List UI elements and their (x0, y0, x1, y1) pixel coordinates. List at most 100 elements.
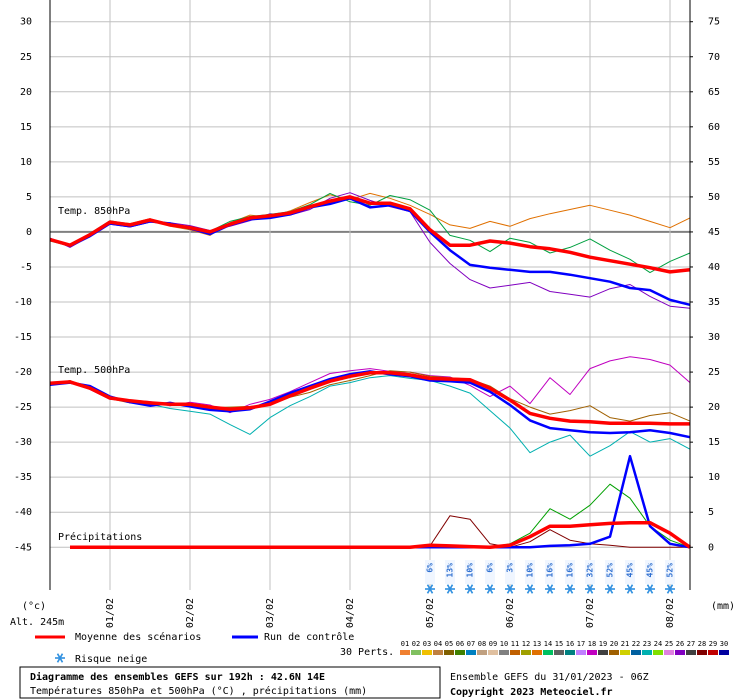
x-tick-label: 06/02 (505, 598, 516, 628)
snow-risk-label: 13% (446, 563, 455, 578)
mean-line (49, 195, 691, 274)
pert-swatch (543, 650, 553, 655)
y-tick-label: 20 (20, 87, 32, 98)
pert-label: 30 (720, 640, 728, 648)
snow-risk-bg (565, 560, 575, 584)
pert-swatch (675, 650, 685, 655)
snow-risk-bg (505, 560, 515, 584)
pert-label: 24 (654, 640, 662, 648)
y-tick-label: -30 (14, 437, 32, 448)
footer-box (19, 666, 441, 699)
pert-swatch (411, 650, 421, 655)
x-tick-label: 07/02 (585, 598, 596, 628)
x-tick-label: 02/02 (185, 598, 196, 628)
x-tick-label: 08/02 (665, 598, 676, 628)
y-tick-label: -45 (14, 542, 32, 553)
pert-label: 20 (610, 640, 618, 648)
pert-swatch (587, 650, 597, 655)
x-tick-label: 05/02 (425, 598, 436, 628)
pert-swatch (609, 650, 619, 655)
y2-tick-label: 0 (708, 542, 714, 553)
pert-label: 21 (621, 640, 629, 648)
footer-copyright: Copyright 2023 Meteociel.fr (450, 686, 613, 698)
snow-risk-label: 32% (586, 563, 595, 578)
pert-swatch (499, 650, 509, 655)
snow-risk-bg (665, 560, 675, 584)
y2-tick-label: 35 (708, 297, 720, 308)
y-tick-label: -20 (14, 367, 32, 378)
pert-swatch (598, 650, 608, 655)
y-tick-label: 30 (20, 17, 32, 28)
legend-control: Run de contrôle (264, 631, 354, 643)
y-tick-label: 15 (20, 122, 32, 133)
y2-tick-label: 70 (708, 52, 720, 63)
y2-tick-label: 15 (708, 437, 720, 448)
snow-risk-bg (605, 560, 615, 584)
pert-swatch (719, 650, 729, 655)
pert-swatch (642, 650, 652, 655)
y2-tick-label: 30 (708, 332, 720, 343)
pert-label: 06 (456, 640, 464, 648)
y2-tick-label: 40 (708, 262, 720, 273)
pert-label: 19 (599, 640, 607, 648)
snow-risk-label: 10% (466, 563, 475, 578)
pert-swatch (708, 650, 718, 655)
pert-swatch (455, 650, 465, 655)
pert-label: 25 (665, 640, 673, 648)
snow-risk-label: 45% (646, 563, 655, 578)
y2-tick-label: 5 (708, 507, 714, 518)
x-tick-label: 01/02 (105, 598, 116, 628)
pert-swatch (477, 650, 487, 655)
pert-label: 27 (687, 640, 695, 648)
snow-risk-label: 45% (626, 563, 635, 578)
pert-label: 26 (676, 640, 684, 648)
pert-swatch (686, 650, 696, 655)
pert-swatch (697, 650, 707, 655)
pert-label: 14 (544, 640, 552, 648)
snow-risk-label: 52% (606, 563, 615, 578)
pert-label: 05 (445, 640, 453, 648)
footer-subtitle: Températures 850hPa et 500hPa (°C) , pré… (30, 685, 367, 697)
pert-swatch (488, 650, 498, 655)
group-label: Temp. 850hPa (58, 206, 130, 217)
pert-swatch (433, 650, 443, 655)
pert-label: 02 (412, 640, 420, 648)
pert-swatch (466, 650, 476, 655)
y-tick-label: -40 (14, 507, 32, 518)
snow-risk-label: 6% (426, 563, 435, 573)
pert-swatch (565, 650, 575, 655)
legend-mean: Moyenne des scénarios (75, 631, 201, 643)
pert-label: 13 (533, 640, 541, 648)
y2-tick-label: 10 (708, 472, 720, 483)
pert-swatch (510, 650, 520, 655)
snow-risk-label: 10% (526, 563, 535, 578)
y-axis-unit: (°c) (22, 601, 46, 612)
y-tick-label: -10 (14, 297, 32, 308)
y2-tick-label: 20 (708, 402, 720, 413)
y2-tick-label: 55 (708, 157, 720, 168)
y-tick-label: 0 (26, 227, 32, 238)
y-tick-label: -5 (20, 262, 32, 273)
pert-swatch (422, 650, 432, 655)
snow-risk-label: 16% (546, 563, 555, 578)
pert-label: 07 (467, 640, 475, 648)
pert-swatch (664, 650, 674, 655)
y-tick-label: 5 (26, 192, 32, 203)
y-tick-label: 10 (20, 157, 32, 168)
pert-swatch (521, 650, 531, 655)
pert-label: 18 (588, 640, 596, 648)
snow-risk-bg (445, 560, 455, 584)
pert-label: 28 (698, 640, 706, 648)
y-tick-label: -35 (14, 472, 32, 483)
snow-risk-bg (425, 560, 435, 584)
pert-swatch (444, 650, 454, 655)
pert-label: 12 (522, 640, 530, 648)
pert-swatch (631, 650, 641, 655)
snow-risk-bg (585, 560, 595, 584)
group-label: Temp. 500hPa (58, 365, 130, 376)
y2-tick-label: 25 (708, 367, 720, 378)
pert-label: 17 (577, 640, 585, 648)
altitude: Alt. 245m (10, 617, 64, 628)
